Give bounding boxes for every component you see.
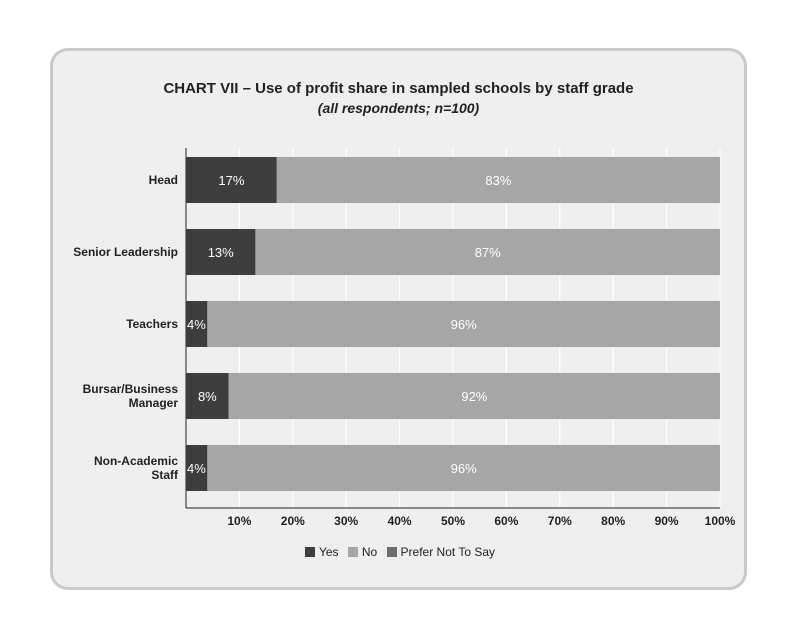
x-tick-label: 100%	[705, 514, 736, 528]
bar-segment	[255, 229, 721, 275]
data-label: 4%	[187, 461, 206, 476]
data-label: 17%	[218, 173, 244, 188]
bar-segment	[186, 301, 208, 347]
category-label: Staff	[151, 468, 179, 482]
bar-segment	[186, 445, 208, 491]
data-label: 4%	[187, 317, 206, 332]
bar-segment	[207, 301, 721, 347]
data-label: 87%	[475, 245, 501, 260]
x-tick-label: 10%	[227, 514, 251, 528]
data-label: 92%	[461, 389, 487, 404]
legend-swatch-yes	[304, 547, 315, 557]
data-label: 13%	[208, 245, 234, 260]
legend-swatch-prefer-not-to-say	[386, 547, 397, 557]
data-label: 8%	[198, 389, 217, 404]
chart-title: CHART VII – Use of profit share in sampl…	[163, 80, 634, 97]
x-tick-label: 20%	[281, 514, 305, 528]
x-tick-label: 70%	[548, 514, 572, 528]
legend-item-no: No	[347, 545, 378, 559]
x-tick-label: 80%	[601, 514, 625, 528]
data-label: 96%	[451, 461, 477, 476]
legend-label-no: No	[361, 545, 378, 559]
data-label: 83%	[485, 173, 511, 188]
chart-legend: Yes No Prefer Not To Say	[0, 545, 800, 560]
legend-label-yes: Yes	[318, 545, 339, 559]
category-label: Head	[149, 173, 178, 187]
bar-segment	[276, 157, 720, 203]
x-tick-label: 60%	[494, 514, 518, 528]
legend-item-yes: Yes	[304, 545, 339, 559]
data-label: 96%	[451, 317, 477, 332]
chart-subtitle: (all respondents; n=100)	[317, 100, 480, 116]
bar-segment	[228, 373, 720, 419]
category-label: Bursar/Business	[83, 382, 179, 396]
bar-segment	[207, 445, 721, 491]
bar-segment	[186, 229, 256, 275]
x-tick-label: 50%	[441, 514, 465, 528]
x-tick-label: 90%	[655, 514, 679, 528]
bar-segment	[186, 157, 277, 203]
legend-label-prefer-not-to-say: Prefer Not To Say	[400, 545, 496, 559]
legend-item-prefer-not-to-say: Prefer Not To Say	[386, 545, 496, 559]
x-tick-label: 30%	[334, 514, 358, 528]
bar-segment	[186, 373, 229, 419]
legend-swatch-no	[347, 547, 358, 557]
x-tick-label: 40%	[388, 514, 412, 528]
category-label: Senior Leadership	[73, 245, 178, 259]
category-label: Non-Academic	[94, 454, 178, 468]
category-label: Manager	[129, 396, 179, 410]
category-label: Teachers	[126, 317, 178, 331]
